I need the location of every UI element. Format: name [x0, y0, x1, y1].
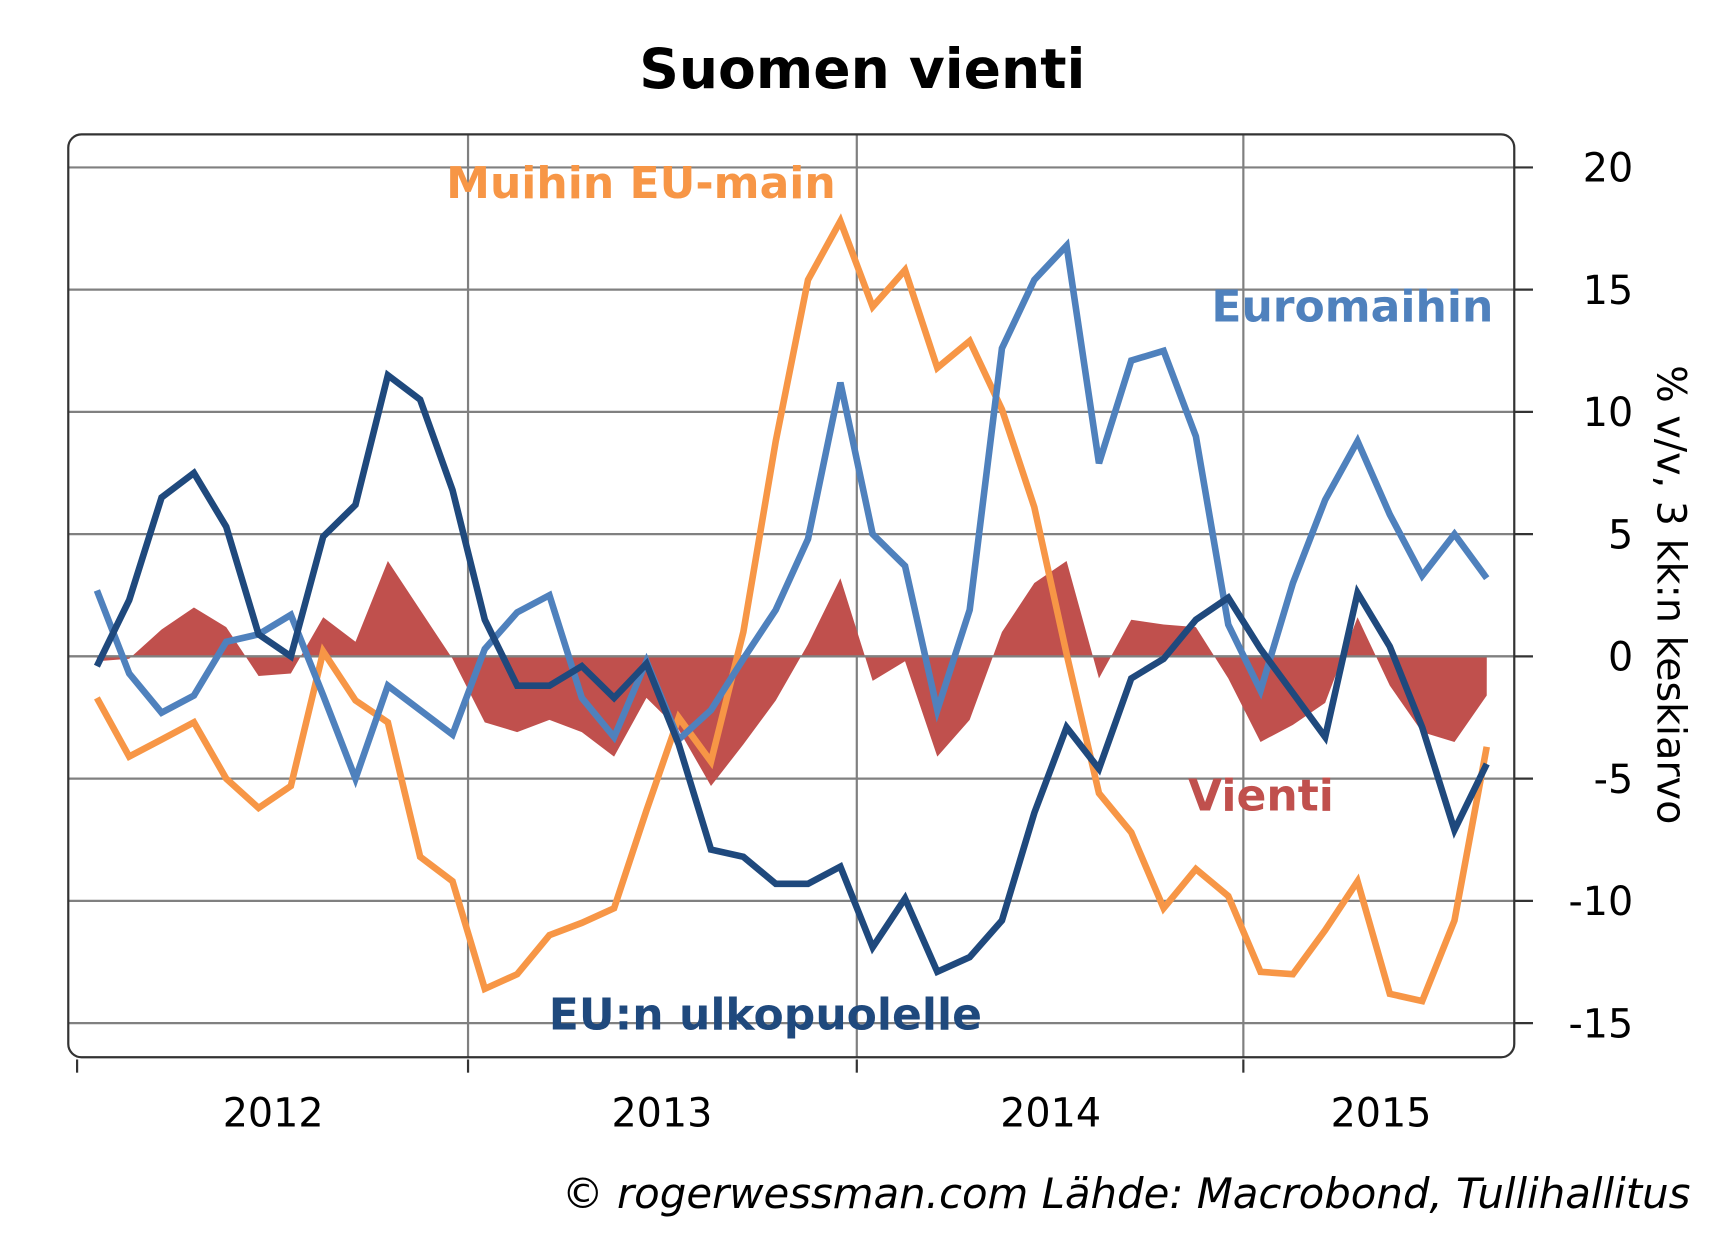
y-tick-label: 20: [1583, 146, 1633, 192]
plot-frame: [67, 133, 1516, 1059]
lines-layer: [93, 213, 1490, 1005]
y-tick-label: 5: [1608, 512, 1633, 558]
x-tick-label: 2015: [1331, 1091, 1432, 1137]
series-label-vienti: Vienti: [1188, 771, 1334, 822]
x-tick-label: 2013: [611, 1091, 712, 1137]
series-line-eu-n-ulkopuolelle: [93, 369, 1490, 977]
x-tick-label: 2012: [223, 1091, 324, 1137]
series-label-muihin: Muihin EU-main: [446, 158, 836, 209]
y-tick-label: 0: [1608, 635, 1633, 681]
source-note: © rogerwessman.com Lähde: Macrobond, Tul…: [562, 1169, 1691, 1218]
y-tick-label: 10: [1583, 390, 1633, 436]
y-tick-label: -5: [1594, 757, 1634, 803]
y-tick-label: -15: [1568, 1001, 1633, 1047]
area-layer: [68, 561, 1515, 787]
series-line-muihin-eu-main: [94, 213, 1490, 1005]
x-tick-label: 2014: [1000, 1091, 1101, 1137]
y-tick-label: -10: [1568, 879, 1633, 925]
y-axis-label: % v/v, 3 kk:n keskiarvo: [1647, 365, 1693, 824]
chart-title: Suomen vienti: [639, 37, 1085, 101]
series-label-euromaihin: Euromaihin: [1211, 282, 1493, 333]
grid: [68, 134, 1515, 1058]
series-label-eu-ulkopuolelle: EU:n ulkopuolelle: [549, 990, 982, 1041]
y-tick-label: 15: [1583, 268, 1633, 314]
series-line-euromaihin: [93, 238, 1490, 789]
